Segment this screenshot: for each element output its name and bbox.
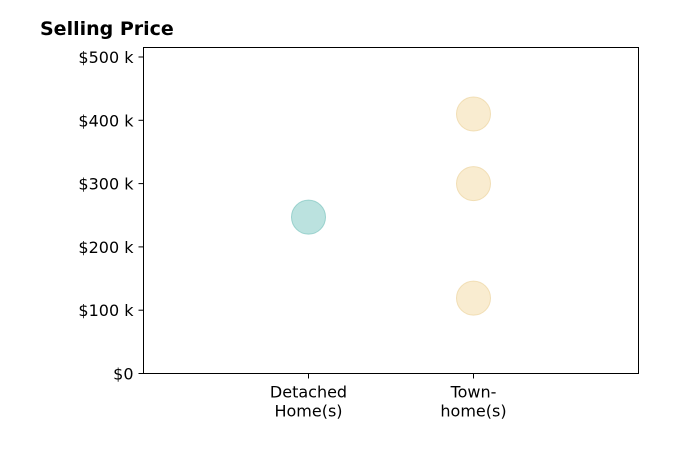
y-tick-label: $400 k: [78, 111, 134, 130]
y-axis: $0 $100 k $200 k $300 k $400 k $500 k: [78, 48, 144, 384]
y-tick-label: $500 k: [78, 48, 134, 67]
y-tick-label: $300 k: [78, 175, 134, 194]
x-tick-label: Town-home(s): [440, 383, 506, 421]
data-point: [456, 96, 491, 132]
data-points: [291, 96, 491, 316]
data-point: [291, 199, 326, 235]
y-tick-label: $200 k: [78, 238, 134, 257]
x-axis: Detached Home(s) Town-home(s): [270, 373, 507, 421]
data-point: [456, 166, 491, 202]
chart-title: Selling Price: [40, 18, 174, 40]
data-point: [456, 280, 491, 316]
y-tick-label: $100 k: [78, 301, 134, 320]
plot-frame: [143, 47, 639, 374]
x-tick-label: Detached Home(s): [270, 383, 347, 421]
y-tick-label: $0: [113, 365, 133, 384]
